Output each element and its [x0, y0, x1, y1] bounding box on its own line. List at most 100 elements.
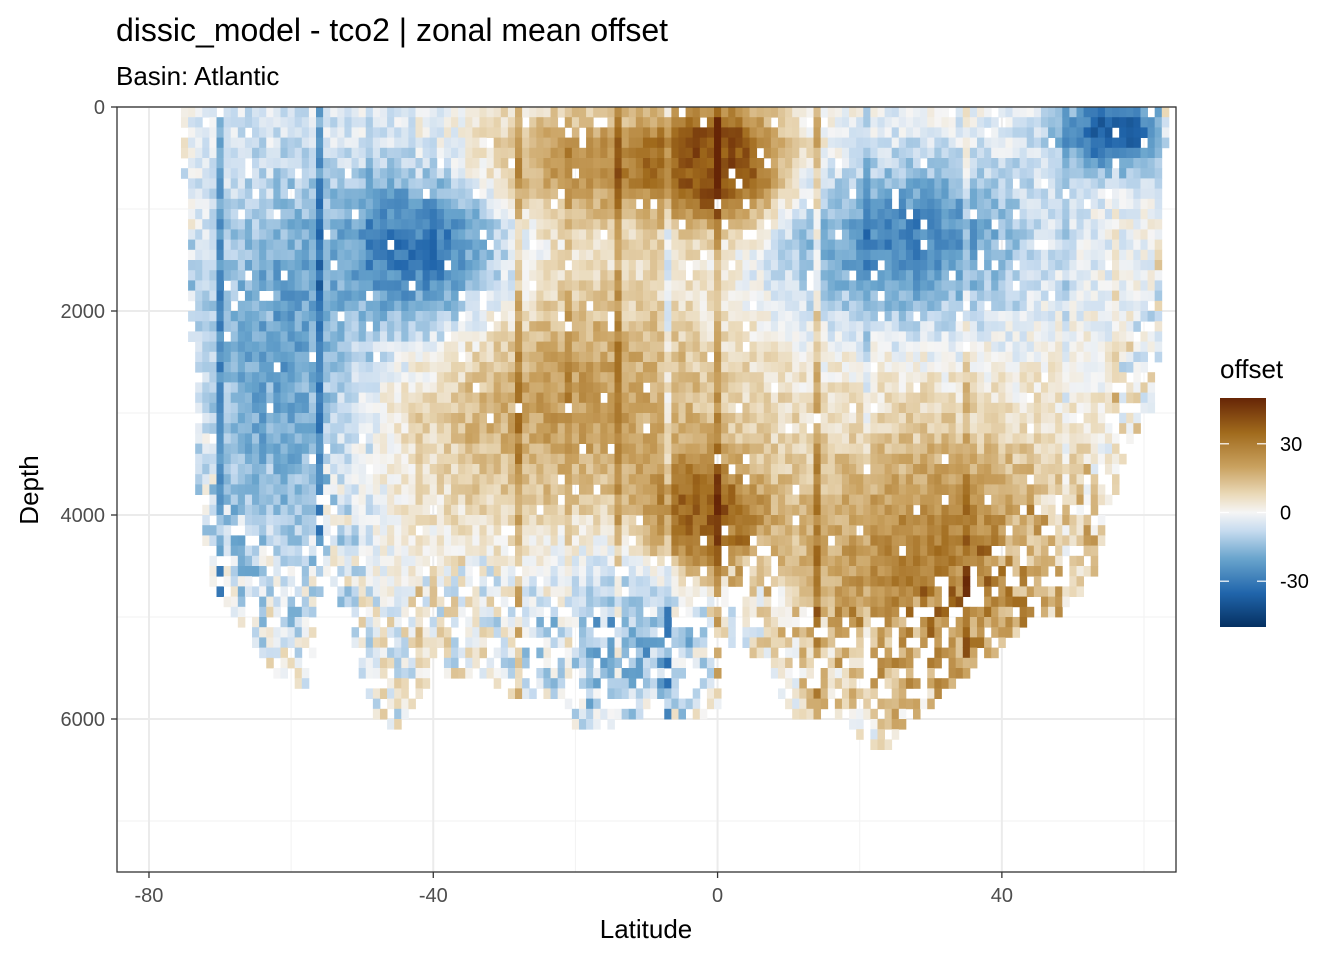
heatmap-cell [827, 300, 836, 312]
heatmap-cell [287, 392, 296, 404]
heatmap-cell [522, 158, 530, 169]
heatmap-cell [834, 586, 843, 597]
heatmap-cell [550, 464, 559, 475]
heatmap-cell [735, 494, 743, 506]
heatmap-cell [685, 372, 694, 383]
heatmap-cell [195, 137, 203, 149]
heatmap-cell [642, 270, 651, 281]
heatmap-cell [735, 566, 743, 577]
heatmap-cell [472, 362, 480, 373]
heatmap-cell [714, 127, 722, 138]
heatmap-cell [614, 657, 623, 669]
heatmap-cell [635, 239, 644, 251]
heatmap-cell [628, 525, 637, 536]
heatmap-cell [586, 168, 594, 179]
heatmap-cell [735, 362, 743, 373]
heatmap-cell [259, 372, 267, 383]
heatmap-cell [301, 168, 310, 179]
heatmap-cell [756, 627, 765, 638]
heatmap-cell [280, 535, 288, 546]
heatmap-cell [863, 331, 871, 342]
heatmap-cell [770, 321, 779, 332]
heatmap-cell [692, 229, 701, 240]
heatmap-cell [614, 239, 623, 251]
chart-subtitle: Basin: Atlantic [116, 61, 279, 91]
heatmap-cell [728, 555, 736, 567]
heatmap-cell [337, 188, 345, 200]
heatmap-cell [422, 137, 431, 149]
heatmap-cell [451, 443, 459, 455]
heatmap-cell [358, 668, 367, 679]
heatmap-cell [209, 117, 217, 128]
heatmap-cell [614, 331, 623, 342]
heatmap-cell [550, 382, 559, 393]
heatmap-cell [486, 260, 495, 271]
heatmap-cell [664, 382, 672, 393]
heatmap-cell [337, 525, 345, 536]
heatmap-cell [443, 504, 452, 516]
heatmap-cell [301, 606, 310, 618]
heatmap-cell [479, 147, 487, 159]
heatmap-cell [308, 270, 317, 281]
heatmap-cell [799, 576, 807, 587]
heatmap-cell [365, 158, 374, 169]
heatmap-cell [849, 168, 857, 179]
heatmap-cell [657, 321, 665, 332]
heatmap-cell [486, 229, 495, 240]
heatmap-cell [586, 525, 594, 536]
heatmap-cell [770, 290, 779, 302]
heatmap-cell [628, 606, 637, 618]
heatmap-cell [259, 362, 267, 373]
heatmap-cell [422, 178, 431, 189]
heatmap-cell [507, 413, 516, 424]
heatmap-cell [458, 341, 466, 353]
heatmap-cell [401, 260, 409, 271]
heatmap-cell [259, 433, 267, 444]
heatmap-cell [763, 362, 772, 373]
heatmap-cell [237, 453, 246, 465]
heatmap-cell [394, 698, 402, 710]
heatmap-cell [749, 127, 758, 138]
heatmap-cell [443, 525, 452, 536]
heatmap-cell [458, 668, 466, 679]
heatmap-cell [664, 647, 672, 659]
heatmap-cell [493, 290, 502, 302]
heatmap-cell [294, 392, 303, 404]
heatmap-cell [621, 678, 630, 689]
heatmap-cell [344, 474, 352, 485]
heatmap-cell [635, 637, 644, 648]
heatmap-cell [436, 229, 445, 240]
heatmap-cell [351, 535, 360, 546]
heatmap-cell [387, 168, 395, 179]
heatmap-cell [841, 198, 850, 210]
heatmap-cell [379, 321, 388, 332]
heatmap-cell [841, 372, 850, 383]
heatmap-cell [792, 331, 800, 342]
heatmap-cell [849, 484, 857, 495]
heatmap-cell [600, 545, 608, 557]
heatmap-cell [692, 321, 701, 332]
heatmap-cell [358, 453, 367, 465]
heatmap-cell [628, 219, 637, 230]
heatmap-cell [223, 229, 232, 240]
heatmap-cell [465, 413, 473, 424]
heatmap-cell [728, 504, 736, 516]
heatmap-cell [642, 127, 651, 138]
heatmap-cell [493, 300, 502, 312]
heatmap-cell [216, 321, 225, 332]
heatmap-cell [671, 219, 679, 230]
heatmap-cell [735, 229, 743, 240]
heatmap-cell [195, 382, 203, 393]
heatmap-cell [820, 362, 829, 373]
heatmap-cell [593, 260, 601, 271]
heatmap-cell [806, 341, 814, 353]
heatmap-cell [408, 413, 416, 424]
heatmap-cell [529, 453, 537, 465]
heatmap-cell [301, 453, 310, 465]
heatmap-cell [685, 280, 694, 291]
heatmap-cell [863, 260, 871, 271]
heatmap-cell [451, 117, 459, 128]
heatmap-cell [465, 668, 473, 679]
heatmap-cell [308, 576, 317, 587]
heatmap-cell [742, 168, 750, 179]
